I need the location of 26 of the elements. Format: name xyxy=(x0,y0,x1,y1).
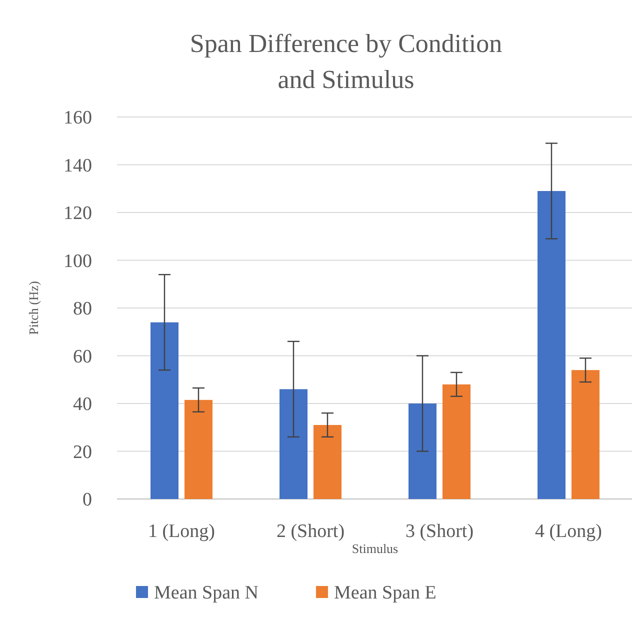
bar xyxy=(314,424,342,499)
bar xyxy=(184,400,212,499)
legend-label: Mean Span E xyxy=(334,582,436,604)
y-tick-label: 160 xyxy=(64,108,92,129)
bar xyxy=(150,322,178,499)
bar xyxy=(408,404,436,499)
x-tick-label: 3 (Short) xyxy=(405,521,474,542)
bar xyxy=(572,370,600,499)
y-tick-label: 140 xyxy=(64,155,92,176)
y-tick-label: 100 xyxy=(64,250,92,272)
bar xyxy=(442,384,470,499)
y-tick-label: 20 xyxy=(73,442,92,463)
y-tick-label: 0 xyxy=(82,490,92,511)
y-tick-label: 40 xyxy=(73,394,92,416)
chart-title: Span Difference by Condition and Stimulus xyxy=(190,29,502,94)
x-tick-label: 2 (Short) xyxy=(276,521,345,542)
y-tick-label: 120 xyxy=(64,203,92,224)
bar xyxy=(538,191,566,499)
y-axis-title: Pitch (Hz) xyxy=(26,281,41,335)
x-tick-label: 1 (Long) xyxy=(148,521,216,542)
legend-label: Mean Span N xyxy=(154,582,259,604)
y-tick-label: 60 xyxy=(73,346,92,368)
x-tick-label: 4 (Long) xyxy=(534,521,602,542)
y-tick-label: 80 xyxy=(73,298,92,320)
bar xyxy=(280,389,308,499)
x-axis-title: Stimulus xyxy=(352,541,398,556)
